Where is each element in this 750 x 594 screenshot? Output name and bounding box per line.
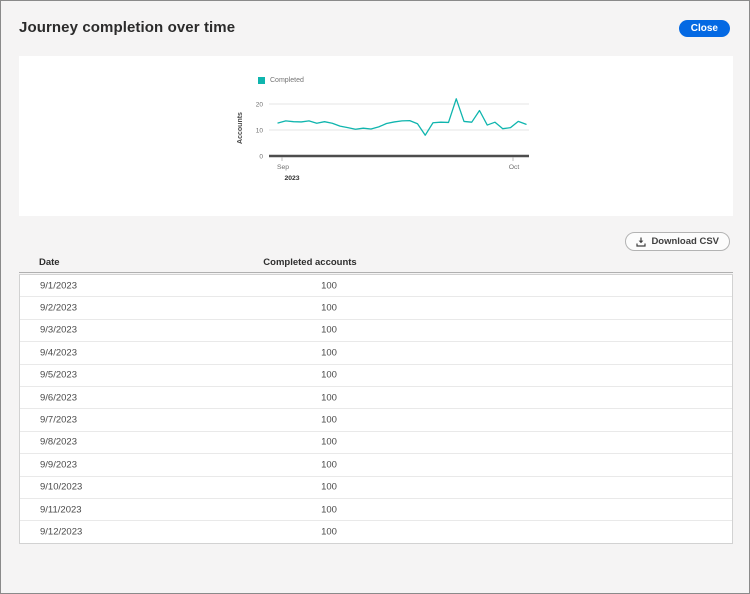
legend-label: Completed [270,77,304,84]
completed-accounts-cell: 100 [321,481,337,493]
table-row: 9/10/2023 100 [20,477,732,499]
y-axis-label: Accounts [237,112,244,144]
completed-series-line [277,98,527,136]
table-row: 9/8/2023 100 [20,432,732,455]
table-row: 9/7/2023 100 [20,409,732,432]
download-icon [636,237,647,247]
column-header-date: Date [39,257,60,268]
x-tick-label-sep: Sep [277,164,289,171]
table-row: 9/9/2023 100 [20,454,732,477]
date-cell: 9/6/2023 [40,392,77,404]
date-cell: 9/9/2023 [40,459,77,471]
completed-accounts-cell: 100 [321,392,337,404]
completed-accounts-cell: 100 [321,436,337,448]
line-chart: Accounts 20 10 0 Sep Oct 2023 [237,98,529,182]
completed-accounts-cell: 100 [321,347,337,359]
completed-accounts-cell: 100 [321,324,337,336]
table-header: Date Completed accounts [19,256,733,273]
completed-accounts-cell: 100 [321,369,337,381]
table-row: 9/4/2023 100 [20,342,732,365]
table-row: 9/12/2023 100 [20,521,732,542]
table-row: 9/6/2023 100 [20,387,732,410]
table-row: 9/3/2023 100 [20,320,732,343]
y-tick-20: 20 [256,102,264,109]
date-cell: 9/10/2023 [40,481,83,493]
completed-accounts-cell: 100 [321,414,337,426]
x-axis-year-label: 2023 [284,175,299,182]
completed-accounts-cell: 100 [321,280,337,292]
y-tick-10: 10 [256,128,264,135]
date-cell: 9/12/2023 [40,526,83,538]
completed-accounts-cell: 100 [321,302,337,314]
chart-panel: Completed Accounts 20 10 0 Sep Oct 2023 [19,56,733,216]
date-cell: 9/4/2023 [40,347,77,359]
completed-accounts-cell: 100 [321,459,337,471]
date-cell: 9/5/2023 [40,369,77,381]
date-cell: 9/3/2023 [40,324,77,336]
date-cell: 9/8/2023 [40,436,77,448]
download-csv-label: Download CSV [651,236,719,247]
page-title: Journey completion over time [19,19,236,36]
column-header-completed-accounts: Completed accounts [263,257,357,268]
table-row: 9/5/2023 100 [20,365,732,387]
date-cell: 9/7/2023 [40,414,77,426]
completed-accounts-cell: 100 [321,526,337,538]
table-row: 9/11/2023 100 [20,499,732,522]
completed-accounts-cell: 100 [321,504,337,516]
table-row: 9/2/2023 100 [20,297,732,320]
download-csv-button[interactable]: Download CSV [625,232,730,251]
date-cell: 9/1/2023 [40,280,77,292]
x-tick-label-oct: Oct [509,164,520,171]
date-cell: 9/2/2023 [40,302,77,314]
table-row: 9/1/2023 100 [20,275,732,298]
close-button[interactable]: Close [678,20,730,37]
y-tick-0: 0 [259,154,263,161]
date-cell: 9/11/2023 [40,504,82,516]
legend-swatch-completed [258,77,265,84]
chart-legend: Completed [258,77,304,84]
table-body: 9/1/2023 100 9/2/2023 100 9/3/2023 100 9/4/202… [19,274,733,544]
